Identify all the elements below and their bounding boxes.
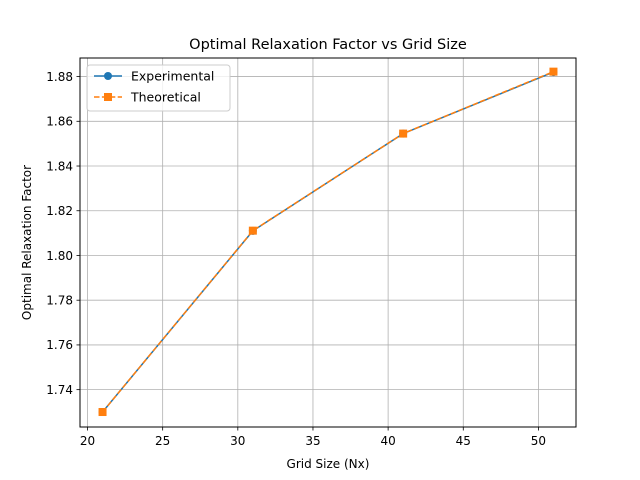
- legend-box: [86, 64, 231, 112]
- x-tick-label: 45: [456, 434, 471, 448]
- y-tick-label: 1.76: [46, 338, 73, 352]
- x-tick-label: 20: [80, 434, 95, 448]
- chart-title: Optimal Relaxation Factor vs Grid Size: [189, 37, 467, 53]
- ticks: 20 25 30 35 40 45 50 1.74 1.76 1.78 1.80 1.82 1.84 1.…: [46, 70, 546, 448]
- y-axis-label: Optimal Relaxation Factor: [20, 165, 34, 320]
- y-tick-label: 1.88: [46, 70, 73, 84]
- legend-label-theoretical: Theoretical: [130, 90, 201, 105]
- legend-marker-experimental: [104, 72, 112, 80]
- data-point-theoretical: [98, 408, 107, 417]
- x-axis-label: Grid Size (Nx): [287, 457, 370, 471]
- x-tick-label: 35: [305, 434, 320, 448]
- y-tick-label: 1.78: [46, 293, 73, 307]
- legend-label-experimental: Experimental: [131, 69, 214, 84]
- y-tick-label: 1.82: [46, 204, 73, 218]
- data-point-theoretical: [248, 226, 257, 235]
- x-tick-label: 30: [230, 434, 245, 448]
- data-point-theoretical: [399, 129, 408, 138]
- data-point-theoretical: [549, 67, 558, 76]
- x-tick-label: 50: [531, 434, 546, 448]
- legend: Experimental Theoretical: [86, 64, 231, 112]
- legend-marker-theoretical: [104, 93, 112, 101]
- y-tick-label: 1.86: [46, 115, 73, 129]
- series-line-theoretical: [101, 70, 554, 413]
- y-tick-label: 1.80: [46, 249, 73, 263]
- y-tick-label: 1.84: [46, 159, 73, 173]
- series-layer: [98, 67, 558, 417]
- x-tick-label: 40: [380, 434, 395, 448]
- y-tick-label: 1.74: [46, 383, 73, 397]
- grid: [80, 58, 576, 427]
- x-tick-label: 25: [155, 434, 170, 448]
- plot-frame: [79, 57, 577, 428]
